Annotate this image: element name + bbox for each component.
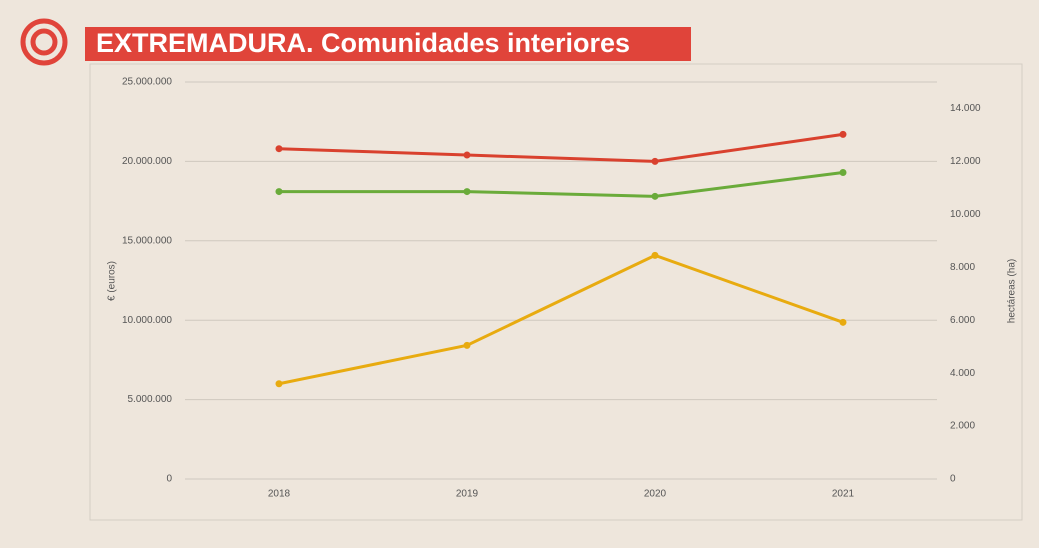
- y-axis-label: € (euros): [107, 261, 118, 301]
- y2-tick-label: 14.000: [950, 103, 981, 114]
- y-tick-label: 10.000.000: [122, 315, 172, 326]
- series-line: [278, 132, 844, 163]
- data-point: [463, 151, 471, 159]
- y2-tick-label: 0: [950, 474, 956, 485]
- logo-outer: [20, 18, 68, 66]
- y-tick-label: 15.000.000: [122, 235, 172, 246]
- chart-frame: [89, 63, 1023, 521]
- y-tick-label: 25.000.000: [122, 77, 172, 88]
- series-line: [279, 171, 844, 198]
- x-tick-label: 2021: [832, 489, 855, 500]
- data-point: [463, 341, 471, 349]
- data-point: [839, 169, 847, 177]
- data-point: [839, 130, 847, 138]
- data-point: [651, 192, 659, 200]
- y2-tick-label: 8.000: [950, 262, 975, 273]
- x-tick-label: 2018: [268, 489, 291, 500]
- title-box: [85, 27, 691, 61]
- y-tick-label: 0: [166, 474, 172, 485]
- data-point: [275, 145, 283, 153]
- y2-tick-label: 12.000: [950, 156, 981, 167]
- x-tick-label: 2019: [456, 489, 479, 500]
- y2-tick-label: 2.000: [950, 421, 975, 432]
- x-tick-label: 2020: [644, 489, 667, 500]
- data-point: [275, 188, 283, 196]
- y-tick-label: 20.000.000: [122, 156, 172, 167]
- y-tick-label: 5.000.000: [128, 394, 173, 405]
- y2-tick-label: 6.000: [950, 315, 975, 326]
- y2-tick-label: 10.000: [950, 209, 981, 220]
- logo-inner: [30, 28, 58, 56]
- data-point: [651, 251, 659, 259]
- data-point: [275, 380, 283, 388]
- data-point: [839, 318, 847, 326]
- data-point: [651, 157, 659, 165]
- y2-tick-label: 4.000: [950, 368, 975, 379]
- y2-axis-label: hectáreas (ha): [1007, 259, 1018, 323]
- data-point: [463, 188, 471, 196]
- chart-title: EXTREMADURA. Comunidades interiores: [96, 28, 630, 58]
- series-line: [278, 253, 844, 386]
